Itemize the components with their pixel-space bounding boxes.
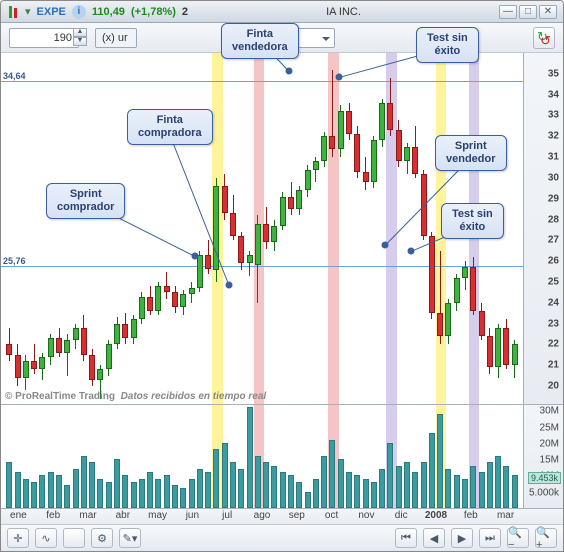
nav-last[interactable]: ⏭	[479, 528, 501, 548]
tool-indicator[interactable]: ∿	[35, 528, 57, 548]
callout: Test sinéxito	[441, 203, 504, 239]
price-yaxis: 35343332313029282726252423222120	[523, 53, 563, 404]
watermark-brand: © ProRealTime Trading	[5, 391, 115, 402]
minimize-button[interactable]: —	[499, 5, 517, 19]
zoom-in[interactable]: 🔍+	[535, 528, 557, 548]
title-prefix: 2	[182, 6, 188, 18]
footer-toolbar: ✛ ∿ ⚙ ✎▾ ⏮ ◀ ▶ ⏭ 🔍− 🔍+	[1, 525, 563, 551]
callout: Fintavendedora	[221, 23, 299, 59]
volume-pane[interactable]: 30M25M20M15M10M5.000k9.453k	[1, 405, 563, 508]
tool-draw[interactable]: ✎▾	[119, 528, 141, 548]
period-input[interactable]: 190	[9, 28, 79, 48]
chart-area: 34,6425,76SprintcompradorFintacompradora…	[1, 53, 563, 525]
close-button[interactable]: ✕	[539, 5, 557, 19]
tool-chart-type[interactable]	[63, 528, 85, 548]
candlestick-icon	[7, 6, 19, 18]
watermark: © ProRealTime Trading Datos recibidos en…	[5, 391, 266, 402]
chevron-down-icon[interactable]: ▾	[25, 5, 31, 18]
tool-crosshair[interactable]: ✛	[7, 528, 29, 548]
window-controls: — □ ✕	[499, 5, 557, 19]
chart-window: ▾ EXPE i 110,49 (+1,78%) 2 IA INC. — □ ✕…	[0, 0, 564, 552]
titlebar: ▾ EXPE i 110,49 (+1,78%) 2 IA INC. — □ ✕	[1, 1, 563, 23]
callout: Fintacompradora	[127, 109, 213, 145]
maximize-button[interactable]: □	[519, 5, 537, 19]
nav-next[interactable]: ▶	[451, 528, 473, 548]
price-plot: 34,6425,76SprintcompradorFintacompradora…	[1, 53, 523, 404]
volume-yaxis: 30M25M20M15M10M5.000k9.453k	[523, 405, 563, 508]
time-axis: enefebmarabrmayjunjulagosepoctnovdic2008…	[1, 508, 563, 524]
callout: Test sinéxito	[416, 27, 479, 63]
info-icon[interactable]: i	[72, 5, 86, 19]
tool-settings[interactable]: ⚙	[91, 528, 113, 548]
zoom-out[interactable]: 🔍−	[507, 528, 529, 548]
ticker-symbol: EXPE	[37, 6, 66, 18]
period-spinner[interactable]: ▲▼	[73, 28, 87, 48]
callout: Sprintvendedor	[435, 135, 507, 171]
price-change: (+1,78%)	[131, 6, 176, 18]
callout: Sprintcomprador	[46, 183, 125, 219]
title-truncated: IA INC.	[194, 6, 493, 18]
last-price: 110,49	[92, 6, 125, 18]
refresh-button[interactable]	[533, 27, 555, 49]
volume-plot	[1, 405, 523, 508]
watermark-tag: Datos recibidos en tiempo real	[121, 391, 267, 402]
nav-first[interactable]: ⏮	[395, 528, 417, 548]
nav-prev[interactable]: ◀	[423, 528, 445, 548]
units-field[interactable]: (x) ur	[95, 28, 137, 48]
price-pane[interactable]: 34,6425,76SprintcompradorFintacompradora…	[1, 53, 563, 405]
